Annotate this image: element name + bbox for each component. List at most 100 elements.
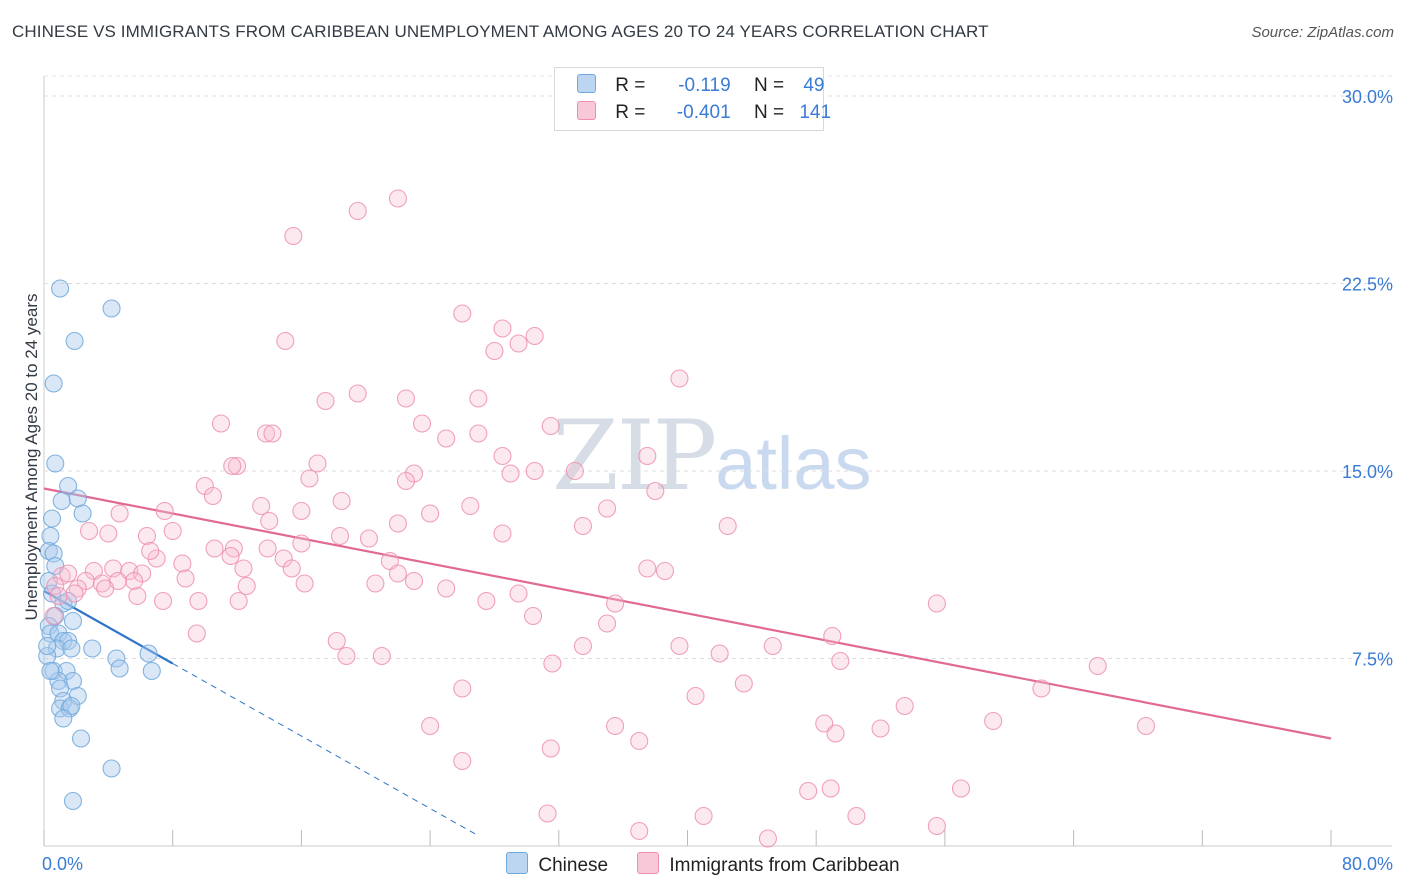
point-caribbean: [509, 584, 528, 603]
point-caribbean: [99, 524, 118, 543]
point-caribbean: [453, 751, 472, 771]
legend-swatch-caribbean: [577, 101, 596, 120]
point-caribbean: [96, 579, 115, 598]
point-chinese: [139, 644, 158, 663]
legend-n-label: N =: [753, 102, 785, 123]
chart-title: CHINESE VS IMMIGRANTS FROM CARIBBEAN UNE…: [12, 22, 989, 41]
tick-labels: 7.5% 15.0% 22.5% 30.0% 0.0% 80.0% Unemployment…: [22, 87, 1393, 874]
point-caribbean: [469, 389, 488, 408]
point-chinese: [39, 541, 58, 561]
point-caribbean: [1032, 679, 1051, 698]
point-caribbean: [147, 549, 166, 568]
point-chinese: [68, 489, 87, 508]
point-caribbean: [573, 516, 592, 536]
y-axis-label: Unemployment Among Ages 20 to 24 years: [22, 294, 41, 621]
point-caribbean: [237, 576, 256, 596]
point-caribbean: [176, 569, 195, 588]
point-caribbean: [372, 646, 391, 666]
point-caribbean: [565, 461, 584, 481]
point-caribbean: [477, 591, 496, 611]
point-caribbean: [501, 464, 520, 483]
y-tick-label: 7.5%: [1352, 650, 1393, 670]
point-caribbean: [327, 631, 346, 651]
data-points: [38, 189, 1156, 848]
point-caribbean: [258, 539, 277, 558]
point-caribbean: [163, 521, 182, 541]
point-caribbean: [79, 521, 99, 541]
point-caribbean: [330, 526, 350, 546]
point-caribbean: [284, 226, 303, 246]
point-caribbean: [153, 591, 173, 611]
point-chinese: [142, 661, 161, 681]
point-caribbean: [205, 539, 224, 558]
point-caribbean: [871, 719, 890, 738]
point-caribbean: [228, 456, 247, 476]
point-caribbean: [799, 781, 818, 801]
point-caribbean: [421, 716, 440, 736]
point-caribbean: [256, 424, 276, 443]
point-caribbean: [493, 446, 512, 466]
axes: [43, 76, 1392, 847]
point-caribbean: [670, 369, 689, 388]
x-tick-label-min: 0.0%: [42, 854, 83, 874]
point-chinese: [38, 636, 57, 656]
point-chinese: [110, 659, 129, 678]
legend-r-value: -0.119: [678, 75, 731, 96]
correlation-legend: R = -0.119 N = 49 R = -0.401 N = 141: [554, 67, 831, 131]
legend-item-caribbean: Immigrants from Caribbean: [637, 852, 900, 877]
point-caribbean: [155, 501, 174, 521]
point-caribbean: [388, 564, 407, 583]
point-caribbean: [1088, 656, 1107, 676]
point-chinese: [107, 649, 126, 668]
point-caribbean: [984, 711, 1003, 731]
point-caribbean: [413, 414, 432, 433]
legend-n-label: N =: [753, 75, 785, 96]
legend-r-value: -0.401: [676, 102, 731, 123]
point-caribbean: [49, 586, 68, 606]
point-caribbean: [847, 806, 866, 826]
point-caribbean: [437, 429, 456, 448]
point-caribbean: [831, 651, 850, 671]
point-caribbean: [189, 591, 208, 611]
point-caribbean: [461, 496, 480, 516]
point-caribbean: [895, 696, 914, 716]
point-caribbean: [718, 516, 737, 536]
point-caribbean: [332, 491, 351, 511]
point-caribbean: [128, 586, 147, 606]
legend-row-caribbean: R = -0.401 N = 141: [577, 101, 831, 127]
point-caribbean: [388, 514, 407, 533]
legend-label-chinese: Chinese: [538, 855, 609, 876]
point-caribbean: [348, 201, 367, 221]
point-caribbean: [359, 529, 379, 548]
legend-swatch-chinese: [506, 852, 529, 874]
point-caribbean: [606, 716, 625, 736]
point-caribbean: [421, 504, 440, 523]
point-chinese: [63, 611, 83, 631]
point-caribbean: [404, 571, 424, 591]
point-caribbean: [337, 646, 356, 666]
watermark: ZIPatlas: [552, 400, 872, 512]
y-tick-label: 15.0%: [1342, 462, 1393, 482]
legend-item-chinese: Chinese: [506, 852, 608, 877]
point-caribbean: [316, 391, 335, 411]
point-caribbean: [509, 334, 528, 353]
point-caribbean: [396, 471, 416, 491]
point-caribbean: [598, 614, 617, 633]
point-caribbean: [282, 559, 301, 578]
point-caribbean: [453, 679, 472, 698]
source-label: Source: ZipAtlas.com: [1251, 24, 1394, 41]
trend-lines: [43, 487, 1332, 837]
legend-label-caribbean: Immigrants from Caribbean: [669, 855, 900, 876]
point-caribbean: [638, 559, 657, 578]
point-caribbean: [606, 594, 625, 613]
point-chinese: [73, 504, 92, 523]
legend-r-label: R =: [615, 102, 646, 123]
point-caribbean: [758, 829, 777, 848]
point-caribbean: [686, 686, 705, 706]
point-caribbean: [292, 501, 311, 521]
point-caribbean: [734, 674, 753, 693]
y-tick-label: 22.5%: [1342, 275, 1393, 295]
point-chinese: [41, 526, 60, 546]
point-caribbean: [276, 331, 295, 351]
point-chinese: [44, 374, 63, 393]
